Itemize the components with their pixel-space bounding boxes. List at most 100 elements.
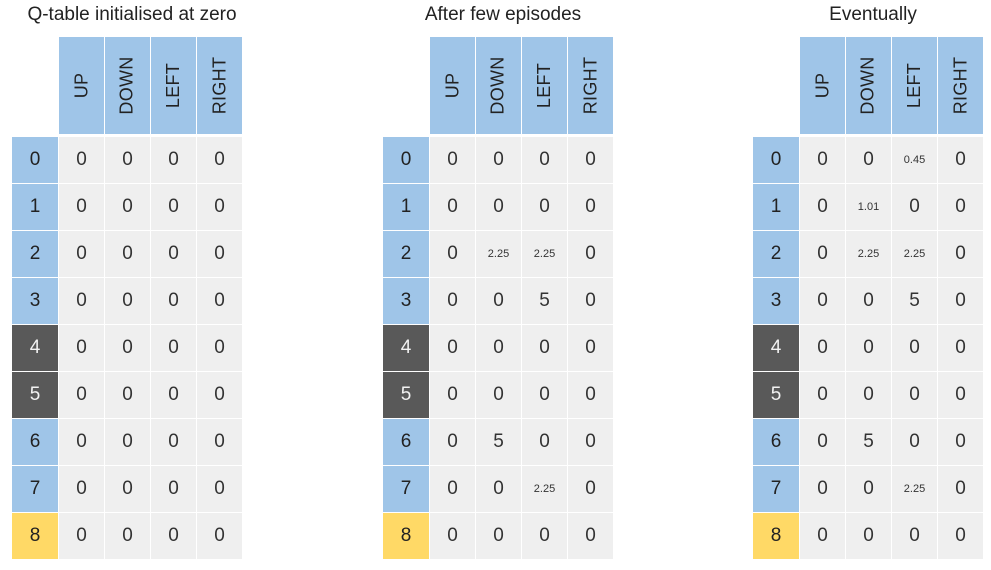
q-value-cell: 5 xyxy=(892,278,938,325)
q-value-cell: 0 xyxy=(430,137,476,184)
q-value-cell: 0 xyxy=(197,278,243,325)
q-value-cell: 0 xyxy=(522,419,568,466)
action-header-right: RIGHT xyxy=(938,37,984,134)
state-label-2: 2 xyxy=(12,231,58,278)
q-value-cell: 0 xyxy=(476,184,522,231)
q-value-cell: 0 xyxy=(568,419,614,466)
q-value-cell: 0 xyxy=(568,184,614,231)
state-label-2: 2 xyxy=(383,231,429,278)
q-value-cell: 0 xyxy=(430,231,476,278)
state-label-6: 6 xyxy=(383,419,429,466)
q-value-cell: 0 xyxy=(938,137,984,184)
q-value-cell: 0 xyxy=(800,325,846,372)
q-value-cell: 0 xyxy=(846,466,892,513)
action-header-label: DOWN xyxy=(858,56,879,115)
q-value-cell: 0 xyxy=(197,513,243,560)
action-header-label: LEFT xyxy=(534,62,554,109)
q-value-cell: 0 xyxy=(430,419,476,466)
action-header-label: LEFT xyxy=(904,62,924,109)
action-header-label: UP xyxy=(441,72,462,99)
state-label-3: 3 xyxy=(383,278,429,325)
action-header-label: UP xyxy=(70,72,91,99)
q-value-cell: 0 xyxy=(846,325,892,372)
action-header-label: RIGHT xyxy=(209,56,229,115)
q-value-cell: 0 xyxy=(105,231,151,278)
state-label-2: 2 xyxy=(753,231,799,278)
action-header-down: DOWN xyxy=(476,37,522,134)
state-label-6: 6 xyxy=(12,419,58,466)
q-value-cell: 0 xyxy=(938,513,984,560)
q-table-panel-initial: Q-table initialised at zero UP DOWN LEFT RI… xyxy=(12,0,252,570)
q-value-cell: 5 xyxy=(522,278,568,325)
q-value-cell: 0 xyxy=(105,466,151,513)
action-header-right: RIGHT xyxy=(568,37,614,134)
state-label-5: 5 xyxy=(383,372,429,419)
action-header-label: RIGHT xyxy=(950,56,970,115)
state-label-8: 8 xyxy=(12,513,58,560)
q-value-cell: 0 xyxy=(151,466,197,513)
state-label-8: 8 xyxy=(383,513,429,560)
action-header-label: DOWN xyxy=(117,56,138,115)
q-value-cell: 0 xyxy=(522,513,568,560)
q-value-cell: 1.01 xyxy=(846,184,892,231)
q-value-cell: 0 xyxy=(430,372,476,419)
state-label-6: 6 xyxy=(753,419,799,466)
q-value-cell: 2.25 xyxy=(522,466,568,513)
q-value-cell: 0 xyxy=(800,184,846,231)
q-value-cell: 0 xyxy=(522,137,568,184)
state-label-1: 1 xyxy=(753,184,799,231)
panel-title: Eventually xyxy=(829,4,917,25)
q-value-cell: 0 xyxy=(151,325,197,372)
q-value-cell: 2.25 xyxy=(476,231,522,278)
q-value-cell: 0 xyxy=(151,419,197,466)
q-value-cell: 0 xyxy=(59,137,105,184)
q-value-cell: 0 xyxy=(522,325,568,372)
state-label-7: 7 xyxy=(753,466,799,513)
q-value-cell: 0 xyxy=(476,372,522,419)
q-value-cell: 0 xyxy=(892,513,938,560)
state-label-3: 3 xyxy=(753,278,799,325)
state-label-5: 5 xyxy=(12,372,58,419)
q-value-cell: 0 xyxy=(197,231,243,278)
q-value-cell: 5 xyxy=(846,419,892,466)
q-value-cell: 0 xyxy=(197,137,243,184)
action-header-label: UP xyxy=(811,72,832,99)
q-value-cell: 0 xyxy=(105,184,151,231)
q-table-panel-eventually: Eventually UP DOWN LEFT RIGHT 0 0 0 0.45 0 1 0 1.01… xyxy=(753,0,991,570)
q-value-cell: 0 xyxy=(59,231,105,278)
q-value-cell: 0 xyxy=(892,419,938,466)
action-header-left: LEFT xyxy=(522,37,568,134)
q-value-cell: 0 xyxy=(892,325,938,372)
q-value-cell: 0 xyxy=(476,466,522,513)
state-label-5: 5 xyxy=(753,372,799,419)
q-value-cell: 0 xyxy=(151,372,197,419)
action-header-left: LEFT xyxy=(151,37,197,134)
q-value-cell: 0 xyxy=(430,466,476,513)
q-value-cell: 0 xyxy=(938,466,984,513)
q-value-cell: 0 xyxy=(846,137,892,184)
q-value-cell: 0 xyxy=(800,466,846,513)
state-label-4: 4 xyxy=(12,325,58,372)
q-value-cell: 0 xyxy=(197,325,243,372)
q-value-cell: 0 xyxy=(59,419,105,466)
q-value-cell: 0 xyxy=(800,419,846,466)
q-value-cell: 0 xyxy=(59,184,105,231)
q-value-cell: 0 xyxy=(151,278,197,325)
state-label-4: 4 xyxy=(753,325,799,372)
action-header-left: LEFT xyxy=(892,37,938,134)
state-label-1: 1 xyxy=(383,184,429,231)
q-value-cell: 0 xyxy=(892,184,938,231)
action-header-down: DOWN xyxy=(846,37,892,134)
q-value-cell: 5 xyxy=(476,419,522,466)
action-header-right: RIGHT xyxy=(197,37,243,134)
action-header-label: RIGHT xyxy=(580,56,600,115)
q-value-cell: 2.25 xyxy=(522,231,568,278)
q-value-cell: 0 xyxy=(430,325,476,372)
q-value-cell: 0 xyxy=(846,372,892,419)
action-header-up: UP xyxy=(800,37,846,134)
panel-title: Q-table initialised at zero xyxy=(27,4,237,25)
q-value-cell: 2.25 xyxy=(846,231,892,278)
q-value-cell: 0 xyxy=(430,513,476,560)
q-value-cell: 0 xyxy=(938,184,984,231)
q-value-cell: 0.45 xyxy=(892,137,938,184)
